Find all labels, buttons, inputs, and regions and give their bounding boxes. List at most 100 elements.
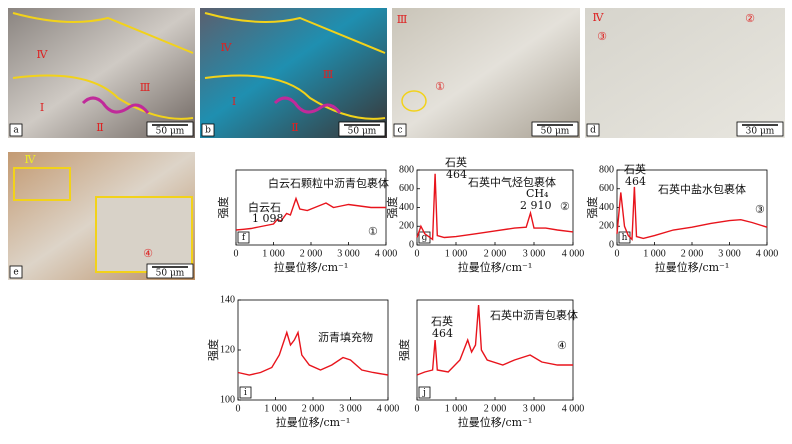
x-tick-label: 3 000 — [337, 248, 360, 259]
annotation: 石英 — [624, 162, 646, 176]
annotation: ④ — [557, 339, 567, 352]
panel-label-box — [9, 123, 23, 137]
annotation: 1 098 — [252, 212, 284, 225]
marker: Ⅱ — [96, 121, 103, 134]
y-axis-label: 强度 — [585, 197, 599, 219]
x-tick-label: 3 000 — [523, 403, 546, 414]
scale-text: 50 μm — [541, 127, 570, 137]
y-tick-label: 400 — [399, 202, 414, 213]
x-tick-label: 2 000 — [300, 248, 323, 259]
x-axis-label: 拉曼位移/cm⁻¹ — [458, 415, 533, 429]
x-tick-label: 2 000 — [681, 248, 704, 259]
annotation: 石英中沥青包裹体 — [490, 308, 578, 322]
marker: Ⅳ — [37, 48, 49, 61]
x-tick-label: 4 000 — [756, 248, 779, 259]
scale-text: 30 μm — [746, 127, 775, 137]
boundary — [204, 12, 386, 120]
marker: Ⅲ — [140, 81, 151, 94]
marker: Ⅳ — [593, 11, 605, 24]
x-tick-label: 1 000 — [264, 403, 287, 414]
plot-frame — [237, 299, 389, 401]
panel-label: b — [205, 126, 211, 136]
y-axis-label: 强度 — [385, 197, 399, 219]
x-tick-label: 0 — [415, 403, 420, 414]
x-axis-label: 拉曼位移/cm⁻¹ — [458, 260, 533, 274]
annotation: 464 — [432, 327, 453, 340]
annotation: ③ — [755, 203, 765, 216]
panel-label: d — [590, 126, 596, 136]
scale-text: 50 μm — [156, 127, 185, 137]
spectrum — [616, 186, 768, 242]
marker: Ⅰ — [40, 101, 44, 114]
spectrum — [235, 196, 386, 231]
panel-label: g — [422, 233, 428, 243]
marker: ① — [435, 80, 445, 93]
x-tick-label: 0 — [615, 248, 620, 259]
panel-label: i — [244, 388, 247, 398]
x-tick-label: 4 000 — [375, 248, 398, 259]
y-tick-label: 600 — [399, 183, 414, 194]
panel-label: h — [622, 233, 628, 243]
y-axis-label: 强度 — [206, 339, 220, 361]
annotation: 2 910 — [520, 199, 552, 212]
marker: Ⅳ — [221, 41, 233, 54]
panel-label: j — [422, 388, 426, 398]
y-tick-label: 800 — [399, 164, 414, 175]
y-axis-label: 强度 — [397, 339, 411, 361]
annotation: ② — [560, 200, 570, 213]
marker: ② — [745, 12, 755, 25]
annotation: 石英 — [431, 314, 453, 328]
y-tick-label: 120 — [220, 344, 235, 355]
x-tick-label: 2 000 — [302, 403, 325, 414]
annotation: 沥青填充物 — [318, 330, 373, 344]
panel-label-box — [237, 231, 250, 244]
x-tick-label: 3 000 — [718, 248, 741, 259]
y-tick-label: 200 — [599, 221, 614, 232]
x-tick-label: 3 000 — [523, 248, 546, 259]
y-tick-label: 140 — [220, 294, 235, 305]
y-tick-label: 0 — [609, 239, 614, 250]
annotation: 464 — [625, 175, 646, 188]
panel-label: e — [13, 268, 18, 278]
spectrum — [416, 304, 573, 376]
x-tick-label: 2 000 — [484, 248, 507, 259]
panel-label-box — [393, 123, 407, 137]
panel-label: a — [13, 126, 19, 136]
x-tick-label: 1 000 — [445, 403, 468, 414]
highlight — [401, 90, 427, 112]
x-tick-label: 0 — [415, 248, 420, 259]
micrograph — [585, 8, 785, 138]
x-tick-label: 0 — [236, 403, 241, 414]
scale-text: 50 μm — [156, 269, 185, 279]
y-tick-label: 800 — [599, 164, 614, 175]
x-tick-label: 4 000 — [377, 403, 400, 414]
y-tick-label: 400 — [599, 202, 614, 213]
bitumen — [81, 96, 150, 114]
x-tick-label: 1 000 — [445, 248, 468, 259]
marker: Ⅲ — [397, 13, 408, 26]
inset — [13, 167, 71, 201]
x-axis-label: 拉曼位移/cm⁻¹ — [274, 260, 349, 274]
annotation: 石英中气烃包裹体 — [468, 175, 556, 189]
y-tick-label: 100 — [220, 394, 235, 405]
panel-label-box — [586, 123, 600, 137]
x-tick-label: 4 000 — [562, 248, 585, 259]
boundary — [12, 12, 194, 120]
panel-label-box — [239, 386, 252, 399]
spectrum — [237, 330, 389, 376]
y-axis-label: 强度 — [216, 197, 230, 219]
y-tick-label: 600 — [599, 183, 614, 194]
panel-label: f — [242, 233, 246, 243]
x-tick-label: 4 000 — [562, 403, 585, 414]
y-tick-label: 0 — [409, 239, 414, 250]
bitumen — [273, 96, 342, 114]
inset — [95, 196, 193, 273]
annotation: 白云石颗粒中沥青包裹体 — [268, 176, 389, 190]
annotation: 白云石 — [248, 200, 281, 214]
panel-label-box — [418, 386, 431, 399]
marker: ③ — [597, 30, 607, 43]
x-tick-label: 1 000 — [643, 248, 666, 259]
marker: Ⅲ — [323, 68, 334, 81]
x-tick-label: 0 — [234, 248, 239, 259]
